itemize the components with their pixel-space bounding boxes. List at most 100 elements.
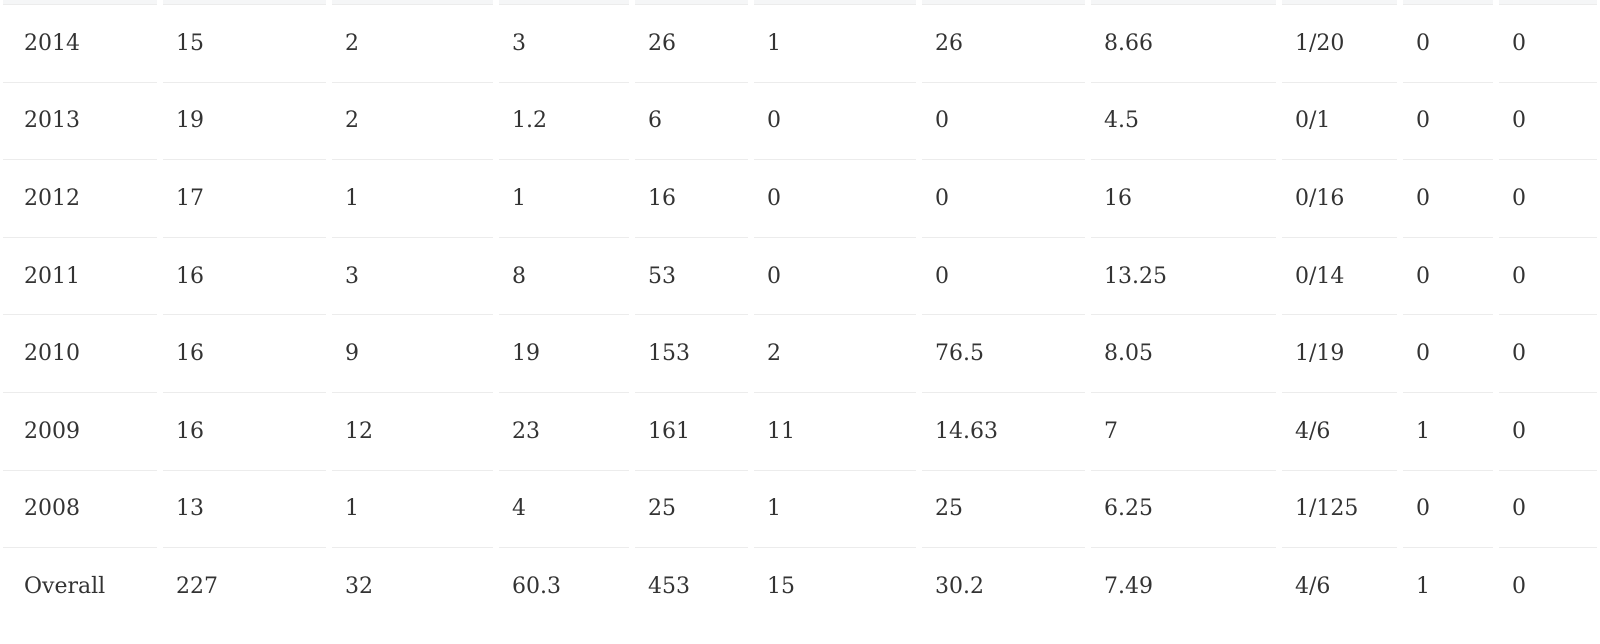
table-cell-year: 2014: [3, 4, 157, 82]
table-cell: 13.25: [1091, 236, 1276, 315]
table-cell-year: 2008: [3, 469, 157, 548]
table-row-2014: 2014 15 2 3 26 1 26 8.66 1/20 0 0: [0, 4, 1600, 82]
table-cell: 76.5: [922, 314, 1085, 392]
table-row-2012: 2012 17 1 1 16 0 0 16 0/16 0 0: [0, 159, 1600, 237]
table-cell: 2: [754, 314, 916, 392]
table-cell: 25: [635, 469, 748, 548]
table-cell: 4/6: [1282, 391, 1397, 470]
table-cell: 0: [1403, 4, 1493, 82]
table-cell: 14.63: [922, 391, 1085, 470]
table-row-overall: Overall 227 32 60.3 453 15 30.2 7.49 4/6…: [0, 547, 1600, 625]
table-cell: 0: [1403, 314, 1493, 392]
table-cell: 6.25: [1091, 469, 1276, 548]
header-remnant-cell: [332, 0, 493, 4]
table-cell: 6: [635, 81, 748, 160]
table-cell-year: 2013: [3, 81, 157, 160]
table-cell: 11: [754, 391, 916, 470]
table-cell: 32: [332, 547, 493, 625]
table-cell: 4: [499, 469, 629, 548]
stats-table: 2014 15 2 3 26 1 26 8.66 1/20 0 0 2013 1…: [0, 0, 1600, 625]
table-cell: 0: [922, 236, 1085, 315]
table-cell: 0: [1403, 469, 1493, 548]
table-cell: 1: [499, 159, 629, 237]
table-cell: 161: [635, 391, 748, 470]
table-row-2009: 2009 16 12 23 161 11 14.63 7 4/6 1 0: [0, 391, 1600, 470]
table-cell: 3: [332, 236, 493, 315]
table-cell: 0: [1403, 236, 1493, 315]
table-cell: 0: [1499, 4, 1597, 82]
table-header-remnant-row: [0, 0, 1600, 4]
table-cell: 30.2: [922, 547, 1085, 625]
table-cell: 1.2: [499, 81, 629, 160]
table-cell: 4/6: [1282, 547, 1397, 625]
table-cell: 16: [163, 391, 326, 470]
table-cell: 9: [332, 314, 493, 392]
header-remnant-cell: [754, 0, 916, 4]
header-remnant-cell: [1091, 0, 1276, 4]
table-cell: 0: [1499, 81, 1597, 160]
table-cell: 19: [499, 314, 629, 392]
header-remnant-cell: [499, 0, 629, 4]
table-cell: 0: [922, 81, 1085, 160]
table-cell-year: 2011: [3, 236, 157, 315]
table-cell: 0: [1499, 159, 1597, 237]
table-cell: 0: [1499, 314, 1597, 392]
table-cell: 0: [922, 159, 1085, 237]
table-cell: 0: [1499, 469, 1597, 548]
table-cell: 0: [1403, 159, 1493, 237]
header-remnant-cell: [1282, 0, 1397, 4]
header-remnant-cell: [1403, 0, 1493, 4]
table-cell: 7: [1091, 391, 1276, 470]
table-cell: 13: [163, 469, 326, 548]
table-cell: 16: [163, 314, 326, 392]
table-cell: 2: [332, 81, 493, 160]
table-row-2008: 2008 13 1 4 25 1 25 6.25 1/125 0 0: [0, 469, 1600, 548]
table-row-2011: 2011 16 3 8 53 0 0 13.25 0/14 0 0: [0, 236, 1600, 315]
table-cell: 0: [1403, 81, 1493, 160]
header-remnant-cell: [163, 0, 326, 4]
table-cell: 16: [635, 159, 748, 237]
table-cell: 60.3: [499, 547, 629, 625]
table-cell: 153: [635, 314, 748, 392]
table-row-2010: 2010 16 9 19 153 2 76.5 8.05 1/19 0 0: [0, 314, 1600, 392]
header-remnant-cell: [922, 0, 1085, 4]
table-cell: 1: [754, 469, 916, 548]
header-remnant-cell: [1499, 0, 1597, 4]
table-cell: 0: [754, 236, 916, 315]
table-cell: 15: [754, 547, 916, 625]
table-cell: 53: [635, 236, 748, 315]
table-cell: 0: [1499, 236, 1597, 315]
table-cell: 1: [754, 4, 916, 82]
table-cell: 23: [499, 391, 629, 470]
table-cell: 1/20: [1282, 4, 1397, 82]
table-cell: 1/125: [1282, 469, 1397, 548]
table-cell: 0: [754, 81, 916, 160]
table-cell: 8.66: [1091, 4, 1276, 82]
table-cell: 26: [922, 4, 1085, 82]
table-cell: 1: [332, 159, 493, 237]
table-cell: 26: [635, 4, 748, 82]
table-cell: 17: [163, 159, 326, 237]
table-cell: 2: [332, 4, 493, 82]
table-cell: 0: [1499, 391, 1597, 470]
table-cell: 7.49: [1091, 547, 1276, 625]
table-cell: 16: [163, 236, 326, 315]
table-cell: 3: [499, 4, 629, 82]
table-row-2013: 2013 19 2 1.2 6 0 0 4.5 0/1 0 0: [0, 81, 1600, 160]
table-cell: 25: [922, 469, 1085, 548]
table-cell: 4.5: [1091, 81, 1276, 160]
table-cell: 8: [499, 236, 629, 315]
table-cell: 1: [1403, 547, 1493, 625]
table-cell: 8.05: [1091, 314, 1276, 392]
table-cell-year: 2012: [3, 159, 157, 237]
table-cell-year: Overall: [3, 547, 157, 625]
header-remnant-cell: [3, 0, 157, 4]
table-cell: 12: [332, 391, 493, 470]
table-cell: 1: [1403, 391, 1493, 470]
table-cell: 19: [163, 81, 326, 160]
table-cell: 0/14: [1282, 236, 1397, 315]
table-cell: 0: [754, 159, 916, 237]
table-cell: 1: [332, 469, 493, 548]
table-cell: 0/16: [1282, 159, 1397, 237]
table-cell-year: 2010: [3, 314, 157, 392]
